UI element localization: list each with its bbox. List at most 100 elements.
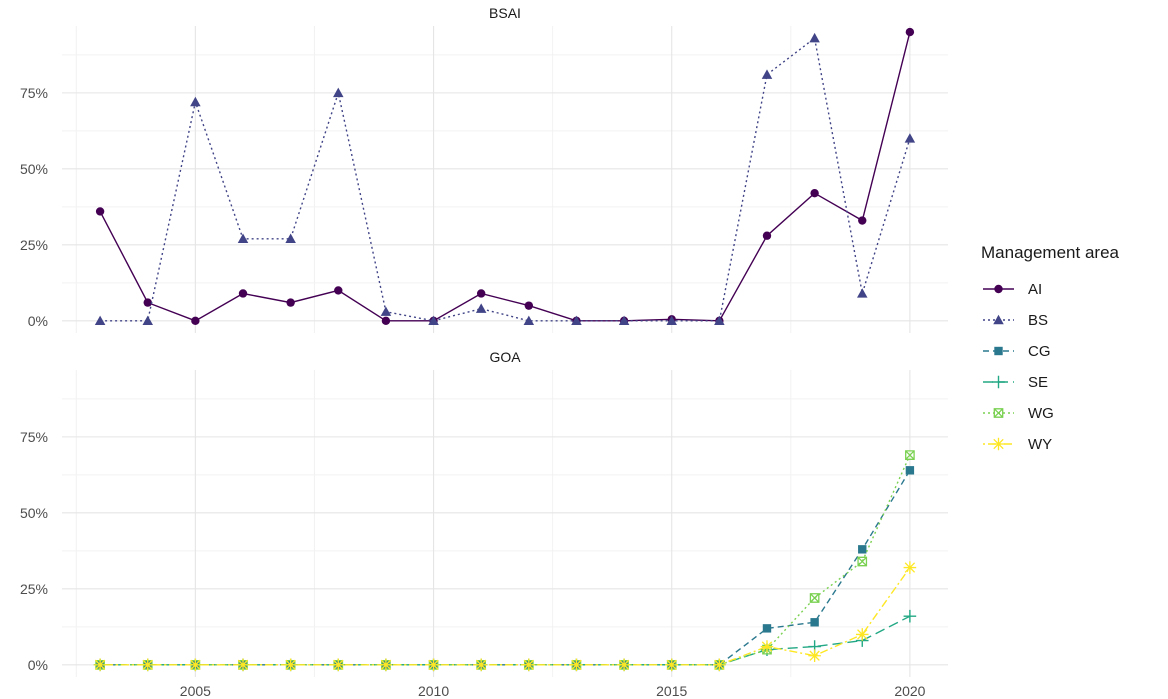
data-point-ai <box>858 216 867 225</box>
data-point-ai <box>95 207 105 216</box>
data-point-cg <box>762 624 772 633</box>
legend-title: Management area <box>981 243 1120 262</box>
legend-key-marker <box>992 437 1005 451</box>
data-point-wy <box>427 658 440 672</box>
data-point-wg <box>857 556 868 567</box>
data-point-ai <box>143 298 152 307</box>
data-point-ai <box>762 231 772 240</box>
data-point-cg <box>810 618 819 627</box>
data-point-bs <box>285 233 296 243</box>
series-line-wy <box>100 567 911 666</box>
data-point-bs <box>142 315 153 326</box>
data-point-bs <box>380 306 392 316</box>
data-point-ai <box>334 286 343 295</box>
data-point-ai <box>238 289 248 298</box>
legend-key-marker <box>993 408 1004 418</box>
y-tick-label: 25% <box>20 237 48 253</box>
panel-goa: GOA 0% 25% 50% 75% 2005 2010 2015 2020 <box>20 349 948 699</box>
data-point-wy <box>855 628 869 641</box>
data-point-wy <box>760 640 774 653</box>
data-point-cg <box>858 545 867 554</box>
legend-label: WY <box>1028 436 1052 453</box>
data-point-ai <box>381 316 391 326</box>
y-tick-label: 0% <box>28 313 48 329</box>
series-ai <box>95 27 915 326</box>
data-point-bs <box>571 315 582 326</box>
panel-bsai: BSAI 0% 25% 50% 75% <box>20 5 948 333</box>
data-point-bs <box>714 315 725 326</box>
legend-label: CG <box>1028 343 1051 360</box>
panel-title: BSAI <box>489 5 521 21</box>
data-point-wy <box>713 658 726 672</box>
data-point-bs <box>666 315 677 326</box>
data-point-wy <box>665 658 679 672</box>
data-point-bs <box>618 315 630 326</box>
series-line-ai <box>99 31 911 322</box>
data-point-wy <box>331 658 345 672</box>
legend-key-marker <box>994 284 1003 294</box>
legend-label: WG <box>1028 405 1054 422</box>
data-point-ai <box>191 316 200 326</box>
data-point-bs <box>761 69 773 79</box>
data-point-bs <box>237 233 249 243</box>
legend-item-se: SE <box>983 374 1048 391</box>
series-se <box>93 609 917 672</box>
y-tick-label: 0% <box>28 657 48 673</box>
data-point-ai <box>286 298 295 307</box>
data-point-wy <box>141 658 155 672</box>
data-point-bs <box>857 288 868 298</box>
series-line-wg <box>100 454 911 666</box>
data-point-wg <box>809 593 820 603</box>
series-line-cg <box>100 469 911 666</box>
x-tick-label: 2015 <box>656 683 687 699</box>
data-point-wy <box>236 658 250 672</box>
data-point-wy <box>522 658 536 672</box>
data-point-ai <box>524 301 534 310</box>
series-bs <box>94 32 916 326</box>
x-tick-label: 2010 <box>418 683 449 699</box>
data-point-bs <box>523 315 535 326</box>
data-point-wy <box>474 658 488 672</box>
legend: Management area AI BS CG SE WG WY <box>981 243 1120 453</box>
data-point-se <box>903 609 917 623</box>
y-tick-label: 75% <box>20 85 48 101</box>
data-point-wy <box>189 658 202 672</box>
data-point-bs <box>94 315 106 326</box>
data-point-wy <box>93 658 107 672</box>
legend-item-wg: WG <box>983 405 1054 422</box>
data-point-wy <box>570 658 583 672</box>
y-tick-label: 75% <box>20 429 48 445</box>
y-tick-label: 50% <box>20 505 48 521</box>
series-wg <box>95 450 915 670</box>
data-point-bs <box>333 87 344 98</box>
x-tick-label: 2020 <box>894 683 925 699</box>
legend-item-wy: WY <box>983 436 1052 453</box>
data-point-wy <box>284 658 297 672</box>
data-point-wy <box>903 561 917 574</box>
panels-layer: BSAI 0% 25% 50% 75% GOA 0% 25% 50% 75% 2005 2010 201… <box>20 5 948 699</box>
data-point-bs <box>809 32 820 43</box>
legend-label: SE <box>1028 374 1048 391</box>
legend-key-marker <box>992 375 1005 389</box>
legend-label: AI <box>1028 281 1042 298</box>
data-point-bs <box>190 96 201 107</box>
series-line-se <box>100 615 911 666</box>
data-point-bs <box>904 133 916 143</box>
data-point-bs <box>428 315 439 326</box>
legend-label: BS <box>1028 312 1048 329</box>
panel-title: GOA <box>489 349 521 365</box>
data-point-ai <box>810 188 819 198</box>
data-point-bs <box>475 303 487 313</box>
x-tick-label: 2005 <box>180 683 211 699</box>
legend-item-ai: AI <box>983 281 1042 298</box>
data-point-wy <box>379 658 393 672</box>
data-point-ai <box>476 289 486 298</box>
series-wy <box>93 561 917 672</box>
series-cg <box>95 466 915 670</box>
legend-key-marker <box>993 314 1004 325</box>
legend-item-cg: CG <box>983 343 1051 360</box>
legend-key-marker <box>994 346 1003 356</box>
data-point-cg <box>905 466 915 475</box>
y-tick-label: 50% <box>20 161 48 177</box>
